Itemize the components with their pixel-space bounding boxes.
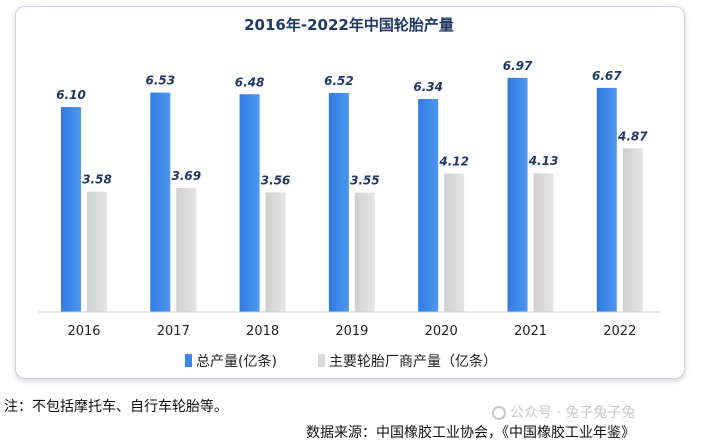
legend-swatch-1 <box>318 354 325 367</box>
bar-total-2020 <box>418 98 439 312</box>
data-label-major-2020: 4.12 <box>438 155 469 169</box>
x-tick-2022: 2022 <box>603 324 636 339</box>
data-label-total-2016: 6.10 <box>56 88 86 102</box>
data-label-total-2017: 6.53 <box>145 74 175 88</box>
bar-total-2018 <box>239 94 260 312</box>
x-tick-2020: 2020 <box>425 324 458 339</box>
data-label-total-2022: 6.67 <box>592 69 622 83</box>
footnote: 注：不包括摩托车、自行车轮胎等。 <box>4 399 228 415</box>
data-label-total-2021: 6.97 <box>503 59 533 73</box>
data-label-major-2022: 4.87 <box>617 129 648 143</box>
bar-major-2018 <box>265 192 286 312</box>
data-source: 数据来源：中国橡胶工业协会，《中国橡胶工业年鉴》 <box>306 425 635 441</box>
legend-label-0: 总产量(亿条) <box>196 353 277 370</box>
bar-total-2017 <box>150 92 171 312</box>
watermark: 公众号 · 兔子兔子兔 <box>492 402 635 422</box>
data-label-major-2019: 3.55 <box>350 174 380 188</box>
bar-total-2016 <box>61 107 81 312</box>
bar-total-2022 <box>596 87 617 312</box>
x-tick-2018: 2018 <box>246 324 279 339</box>
data-label-major-2021: 4.13 <box>528 154 559 168</box>
x-tick-2017: 2017 <box>157 324 190 339</box>
bar-major-2017 <box>176 188 197 312</box>
watermark-text: 公众号 · 兔子兔子兔 <box>510 405 636 421</box>
data-label-major-2017: 3.69 <box>171 169 201 183</box>
bar-major-2022 <box>622 148 643 312</box>
data-label-major-2016: 3.58 <box>82 173 112 187</box>
data-label-major-2018: 3.56 <box>261 173 291 187</box>
x-tick-2016: 2016 <box>67 324 100 339</box>
chart-title: 2016年-2022年中国轮胎产量 <box>244 16 454 34</box>
chart-card <box>15 6 685 379</box>
x-tick-2019: 2019 <box>335 324 368 339</box>
bar-major-2019 <box>354 192 375 312</box>
wechat-icon <box>492 406 506 420</box>
bar-major-2020 <box>444 173 465 312</box>
data-label-total-2019: 6.52 <box>324 74 354 88</box>
data-label-total-2018: 6.48 <box>235 75 265 89</box>
legend-label-1: 主要轮胎厂商产量（亿条） <box>329 353 497 370</box>
x-tick-2021: 2021 <box>514 324 547 339</box>
legend-swatch-0 <box>185 354 192 367</box>
bar-major-2016 <box>87 191 107 312</box>
bar-total-2021 <box>507 77 528 312</box>
bar-major-2021 <box>533 173 554 312</box>
bar-total-2019 <box>328 92 349 312</box>
data-label-total-2020: 6.34 <box>413 80 443 94</box>
